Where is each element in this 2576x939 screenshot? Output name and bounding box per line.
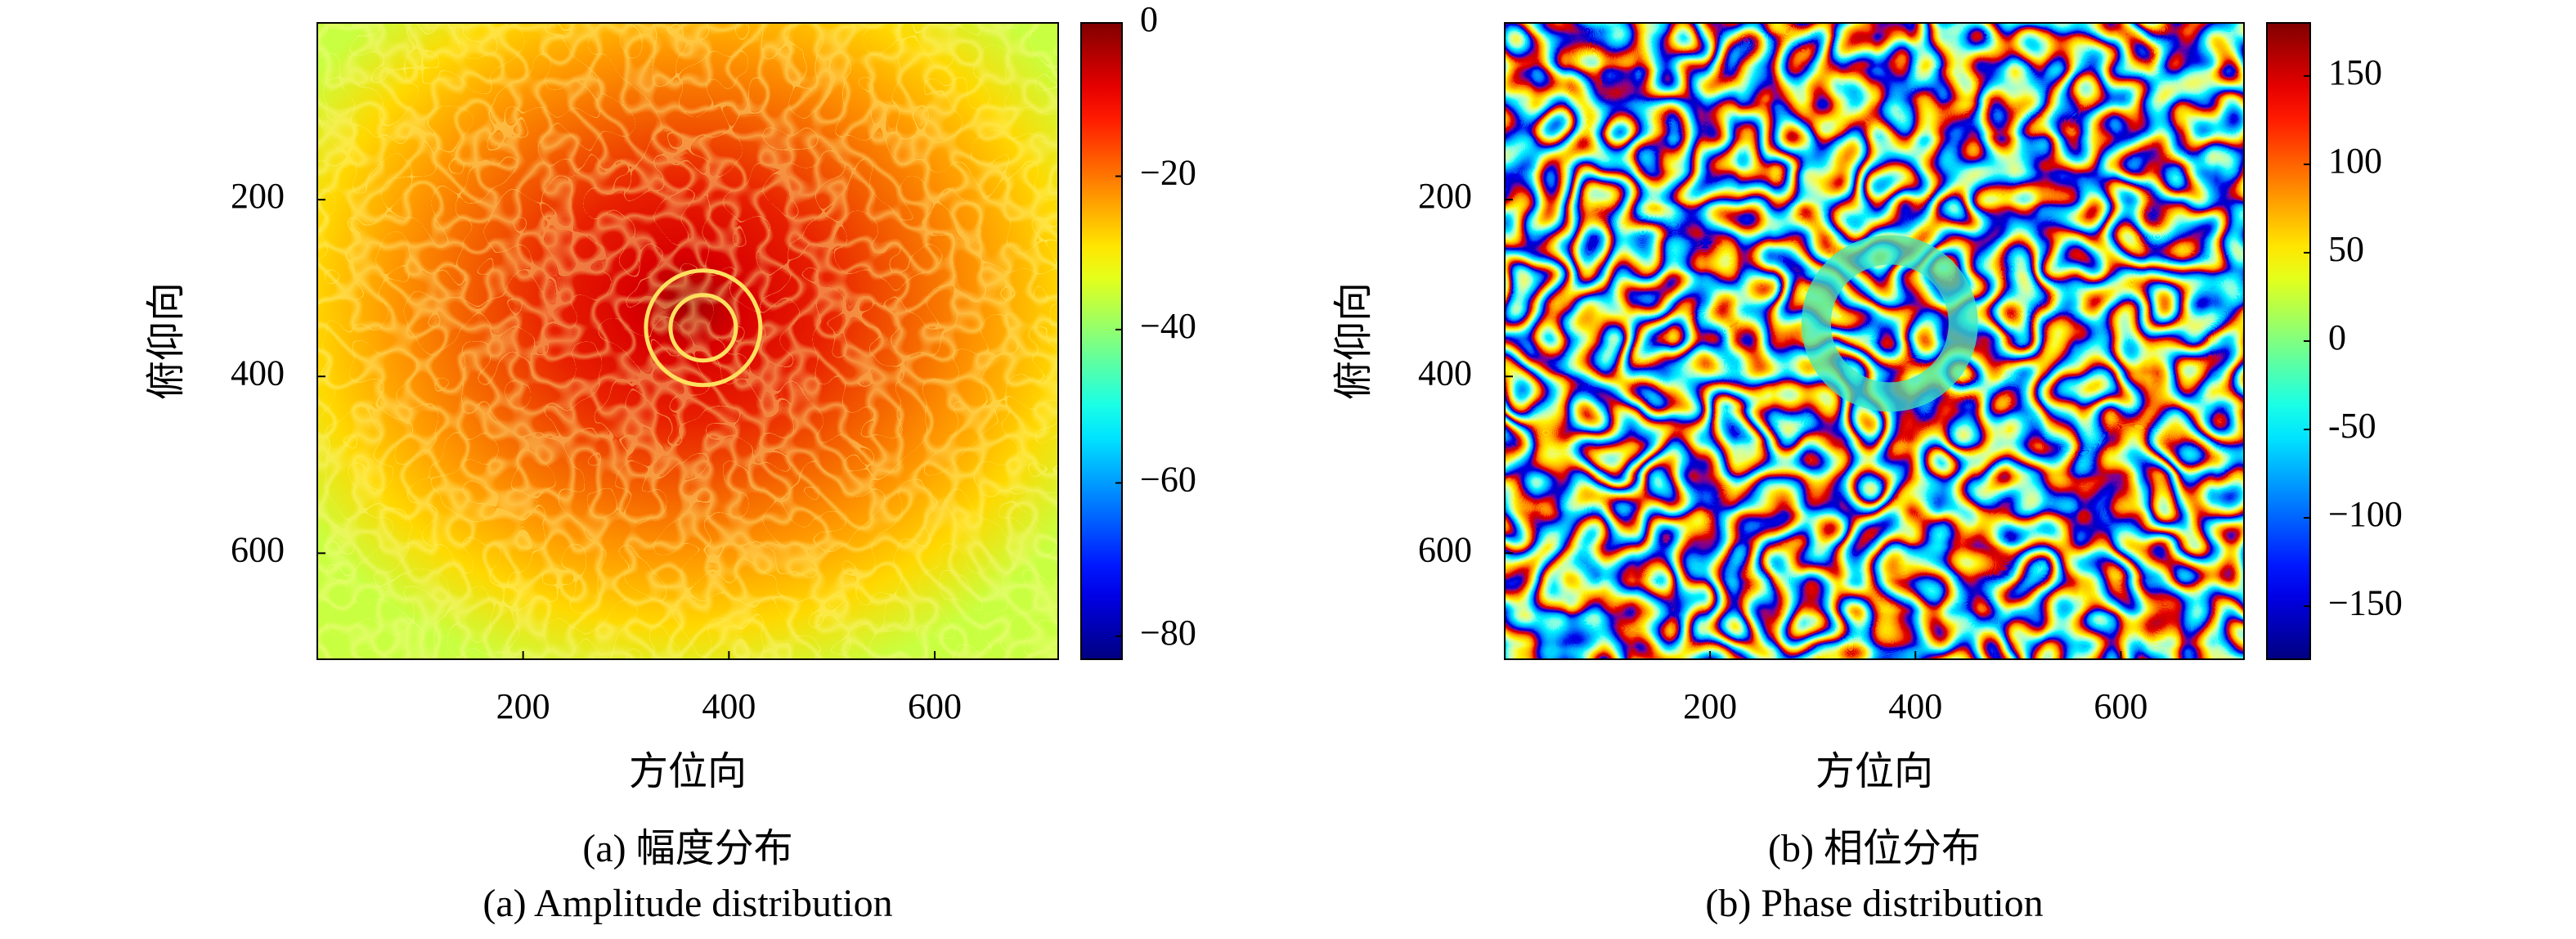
plot-frame — [316, 22, 1059, 660]
colorbar-tick-label: 50 — [2328, 229, 2364, 269]
amplitude-texture — [317, 23, 1058, 659]
y-tick-label: 400 — [1418, 353, 1472, 393]
y-tick-label: 600 — [1418, 529, 1472, 569]
colorbar-tick-label: -50 — [2328, 406, 2376, 446]
y-tick-label: 200 — [231, 176, 285, 216]
colorbar-tick-label: −80 — [1140, 613, 1196, 653]
y-tick-label: 600 — [231, 529, 285, 569]
heatmap — [317, 23, 1058, 659]
x-tick-label: 600 — [908, 686, 962, 726]
colorbar-tick-label: 100 — [2328, 141, 2382, 181]
plot-frame — [1504, 22, 2245, 660]
colorbar-tick-label: 0 — [2328, 317, 2346, 357]
y-tick-label: 400 — [231, 353, 285, 393]
caption: (a) 幅度分布 — [582, 827, 792, 870]
colorbar — [1080, 22, 1123, 660]
x-axis-label: 方位向 — [629, 750, 747, 793]
x-tick-label: 200 — [496, 686, 550, 726]
y-axis-label: 俯仰向 — [145, 282, 188, 400]
caption: (b) 相位分布 — [1768, 827, 1981, 870]
y-tick-label: 200 — [1418, 176, 1472, 216]
colorbar-tick-label: −20 — [1140, 153, 1196, 193]
colorbar-tick-label: −60 — [1140, 460, 1196, 500]
heatmap — [1505, 23, 2244, 659]
phase-field — [1505, 23, 2244, 659]
y-axis-label: 俯仰向 — [1332, 282, 1376, 400]
x-axis-label: 方位向 — [1815, 750, 1933, 793]
colorbar-tick-label: 0 — [1140, 0, 1158, 39]
x-tick-label: 200 — [1683, 686, 1737, 726]
phase-ring — [1801, 235, 1978, 412]
caption: (b) Phase distribution — [1705, 882, 2043, 925]
colorbar-tick-label: 150 — [2328, 52, 2382, 92]
amplitude-ring — [668, 293, 738, 363]
caption: (a) Amplitude distribution — [482, 882, 892, 925]
x-tick-label: 400 — [1888, 686, 1942, 726]
colorbar-tick-label: −100 — [2328, 494, 2403, 534]
amplitude-ring — [644, 268, 763, 388]
x-tick-label: 400 — [702, 686, 756, 726]
colorbar-tick-label: −150 — [2328, 582, 2403, 622]
x-tick-label: 600 — [2094, 686, 2147, 726]
colorbar-tick-label: −40 — [1140, 306, 1196, 346]
